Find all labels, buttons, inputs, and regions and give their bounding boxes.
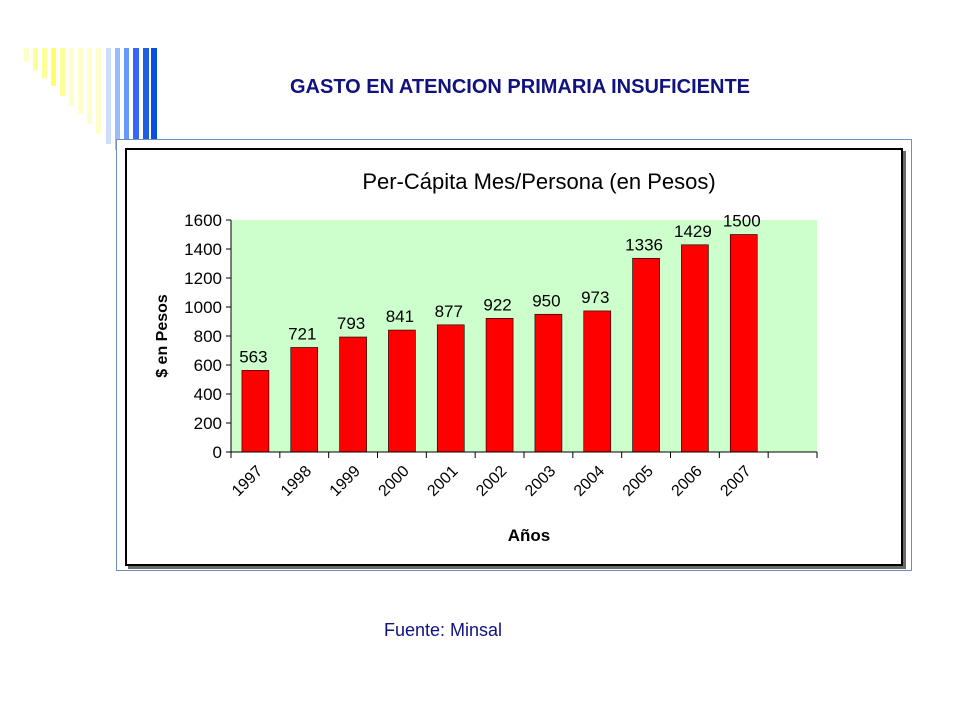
x-tick-label: 2004 [571,463,608,500]
y-tick-label: 200 [194,414,222,433]
chart-frame: Per-Cápita Mes/Persona (en Pesos) 0 200 40… [116,139,912,571]
bar-value-label: 877 [435,302,463,321]
x-tick-label: 1998 [278,463,315,500]
bar-value-label: 973 [581,288,609,307]
y-tick-label: 400 [194,385,222,404]
bar-value-label: 841 [386,307,414,326]
x-tick-label: 2006 [669,463,706,500]
y-tick-label: 800 [194,327,222,346]
chart-title: Per-Cápita Mes/Persona (en Pesos) [362,169,715,194]
y-tick-label: 1000 [184,298,222,317]
bar-value-label: 1429 [674,222,712,241]
bar-value-label: 1500 [723,212,761,231]
x-tick-label: 1997 [229,463,266,500]
y-tick-label: 600 [194,356,222,375]
plot-area [231,220,817,452]
x-tick-label: 2005 [620,463,657,500]
bar-value-label: 1336 [625,235,663,254]
bar [485,318,514,453]
source-note: Fuente: Minsal [384,620,503,640]
x-tick-label: 2007 [717,463,754,500]
bar [583,310,612,453]
y-tick-label: 0 [213,443,222,462]
y-tick-label: 1400 [184,240,222,259]
y-tick-label: 1600 [184,211,222,230]
bar [339,336,367,453]
bar [729,234,758,453]
x-axis-label: Años [508,526,551,545]
bar-value-label: 793 [337,314,365,333]
bar [436,324,465,453]
bar [534,313,563,453]
x-tick-label: 2000 [376,463,413,500]
x-tick-label: 2002 [473,463,510,500]
y-axis-label: $ en Pesos [154,294,171,378]
bar-value-label: 721 [288,324,316,343]
bar-value-label: 563 [239,347,267,366]
bar [681,244,709,453]
slide-title: GASTO EN ATENCION PRIMARIA INSUFICIENTE [289,76,751,98]
x-tick-label: 2003 [522,463,559,500]
bars-group: 563 721 793 841 877 922 950 973 1336 1429 1500 [239,212,761,453]
bar-chart: Per-Cápita Mes/Persona (en Pesos) 020040… [154,169,818,545]
bar-value-label: 922 [483,295,511,314]
bar [388,329,416,453]
chart-panel: Per-Cápita Mes/Persona (en Pesos) 0 200 40… [125,148,903,566]
bar [290,347,319,453]
bar [632,257,660,453]
x-tick-label: 2001 [424,463,461,500]
decorative-stripes [24,48,157,156]
bar-value-label: 950 [532,291,560,310]
bar [241,370,270,453]
x-axis-ticks: 1997 1998 1999 2000 2001 2002 2003 2004 2005 2006… [229,452,818,500]
y-tick-label: 1200 [184,269,222,288]
x-tick-label: 1999 [327,463,364,500]
y-axis-ticks: 0 200 400 600 800 1000 1200 1400 1600 [184,211,231,462]
